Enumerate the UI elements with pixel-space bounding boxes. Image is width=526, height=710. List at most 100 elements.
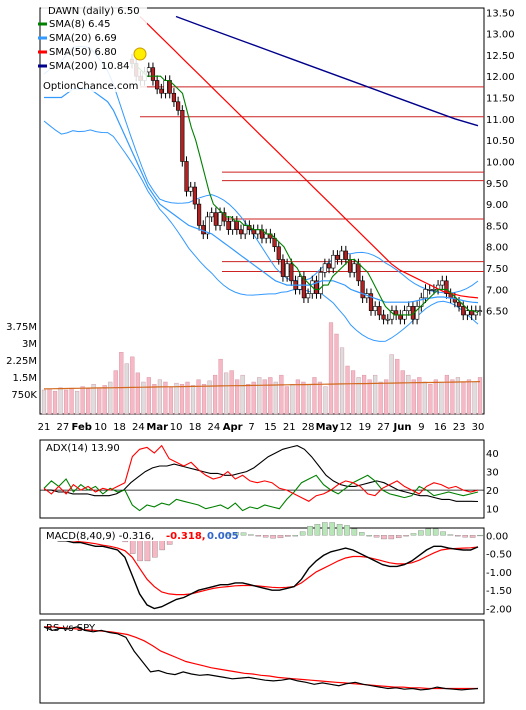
volume-bar [439,381,444,415]
macd-histogram-bar [248,534,254,536]
volume-bar [273,381,278,415]
macd-histogram-bar [455,535,461,537]
volume-bar [411,379,416,415]
macd-histogram-bar [314,524,321,536]
price-legend: DAWN (daily) 6.50 SMA(8) 6.45 SMA(20) 6.69… [38,2,147,92]
volume-bar [201,384,207,415]
candle-body [255,229,260,235]
candle-body [427,289,432,291]
volume-bar [323,386,328,415]
sma50-line [139,16,479,299]
candle-body [406,306,411,311]
macd-histogram-bar [381,535,387,540]
sma200-line [175,15,479,127]
candle-body [213,212,218,226]
volume-bar [69,388,74,415]
volume-bar [345,365,350,415]
candle-body [184,161,189,192]
candle-body [322,263,327,273]
volume-tick-label: 2.25M [6,356,37,367]
sma8-line [133,63,479,316]
volume-bar [290,384,295,415]
candle-body [314,280,319,294]
macd-histogram-bar [233,532,239,536]
candle-body [280,259,286,277]
candle-body [180,110,185,162]
volume-bar [174,382,179,415]
date-axis-label: Mar [146,422,168,433]
date-axis-label: 15 [264,422,277,433]
volume-bar [295,379,300,415]
macd-histogram-bar [255,535,262,537]
date-axis-label: 23 [453,422,466,433]
volume-bar [328,322,334,415]
date-axis-label: 24 [132,422,145,433]
rs-panel-frame [39,619,485,704]
macd-signal-value: -0.318, [166,531,206,542]
chart-title: DAWN (daily) 6.50 [48,6,140,17]
macd-histogram-bar [425,528,432,536]
legend-entry: SMA(20) 6.69 [49,33,117,44]
rs-average-line [44,626,478,690]
candle-body [398,314,403,320]
volume-bar [373,374,378,415]
volume-tick-label: 3M [22,339,37,350]
macd-histogram-value: 0.005 [207,531,239,542]
volume-bar [246,384,251,415]
volume-bar [262,379,267,415]
volume-bar [461,381,466,415]
price-tick-label: 11.50 [486,94,515,105]
volume-tick-label: 750K [11,390,37,401]
date-axis-label: 10 [170,422,183,433]
volume-bar [179,384,185,415]
volume-bar [477,377,483,415]
macd-histogram-bar [285,535,291,537]
volume-bar [52,390,58,415]
macd-histogram-bar [344,525,350,536]
candle-body [352,263,357,273]
volume-bar [389,354,394,415]
volume-bar [301,381,306,415]
candle-body [440,280,445,286]
date-axis-label: 27 [377,422,390,433]
candle-body [415,306,420,320]
volume-bar [102,385,107,415]
macd-histogram-bar [432,528,439,536]
candle-body [377,306,382,316]
macd-histogram-bar [277,535,284,539]
macd-histogram-bar [322,522,328,536]
candle-body [238,229,244,235]
candle-body [452,297,457,303]
volume-bar [212,374,218,415]
volume-bar [47,388,52,415]
macd-histogram-bar [299,531,306,536]
date-axis-label: 18 [113,422,126,433]
price-tick-label: 13.00 [486,30,515,41]
volume-bar [279,374,284,415]
price-tick-label: 10.50 [486,136,515,147]
candle-body [226,220,231,230]
volume-bar [284,386,289,415]
volume-bar [406,374,411,415]
macd-histogram-bar [440,531,446,536]
volume-bar [417,377,422,415]
candle-body [423,289,428,299]
sma20-line [44,88,479,304]
macd-histogram-bar [262,535,269,538]
volume-bar [306,384,312,415]
candle-body [192,186,197,205]
macd-histogram-bar [240,532,247,536]
price-tick-label: 7.00 [486,285,508,296]
volume-bar [384,379,389,415]
macd-tick-label: -2.00 [486,605,512,616]
macd-histogram-bar [418,530,424,536]
candle-body [150,67,156,81]
date-axis-label: 10 [94,422,107,433]
candle-body [217,212,223,226]
candle-body [394,310,399,316]
volume-bar [130,356,135,415]
candle-body [209,212,214,218]
volume-bar [135,372,140,415]
macd-tick-label: 0.00 [486,531,508,542]
